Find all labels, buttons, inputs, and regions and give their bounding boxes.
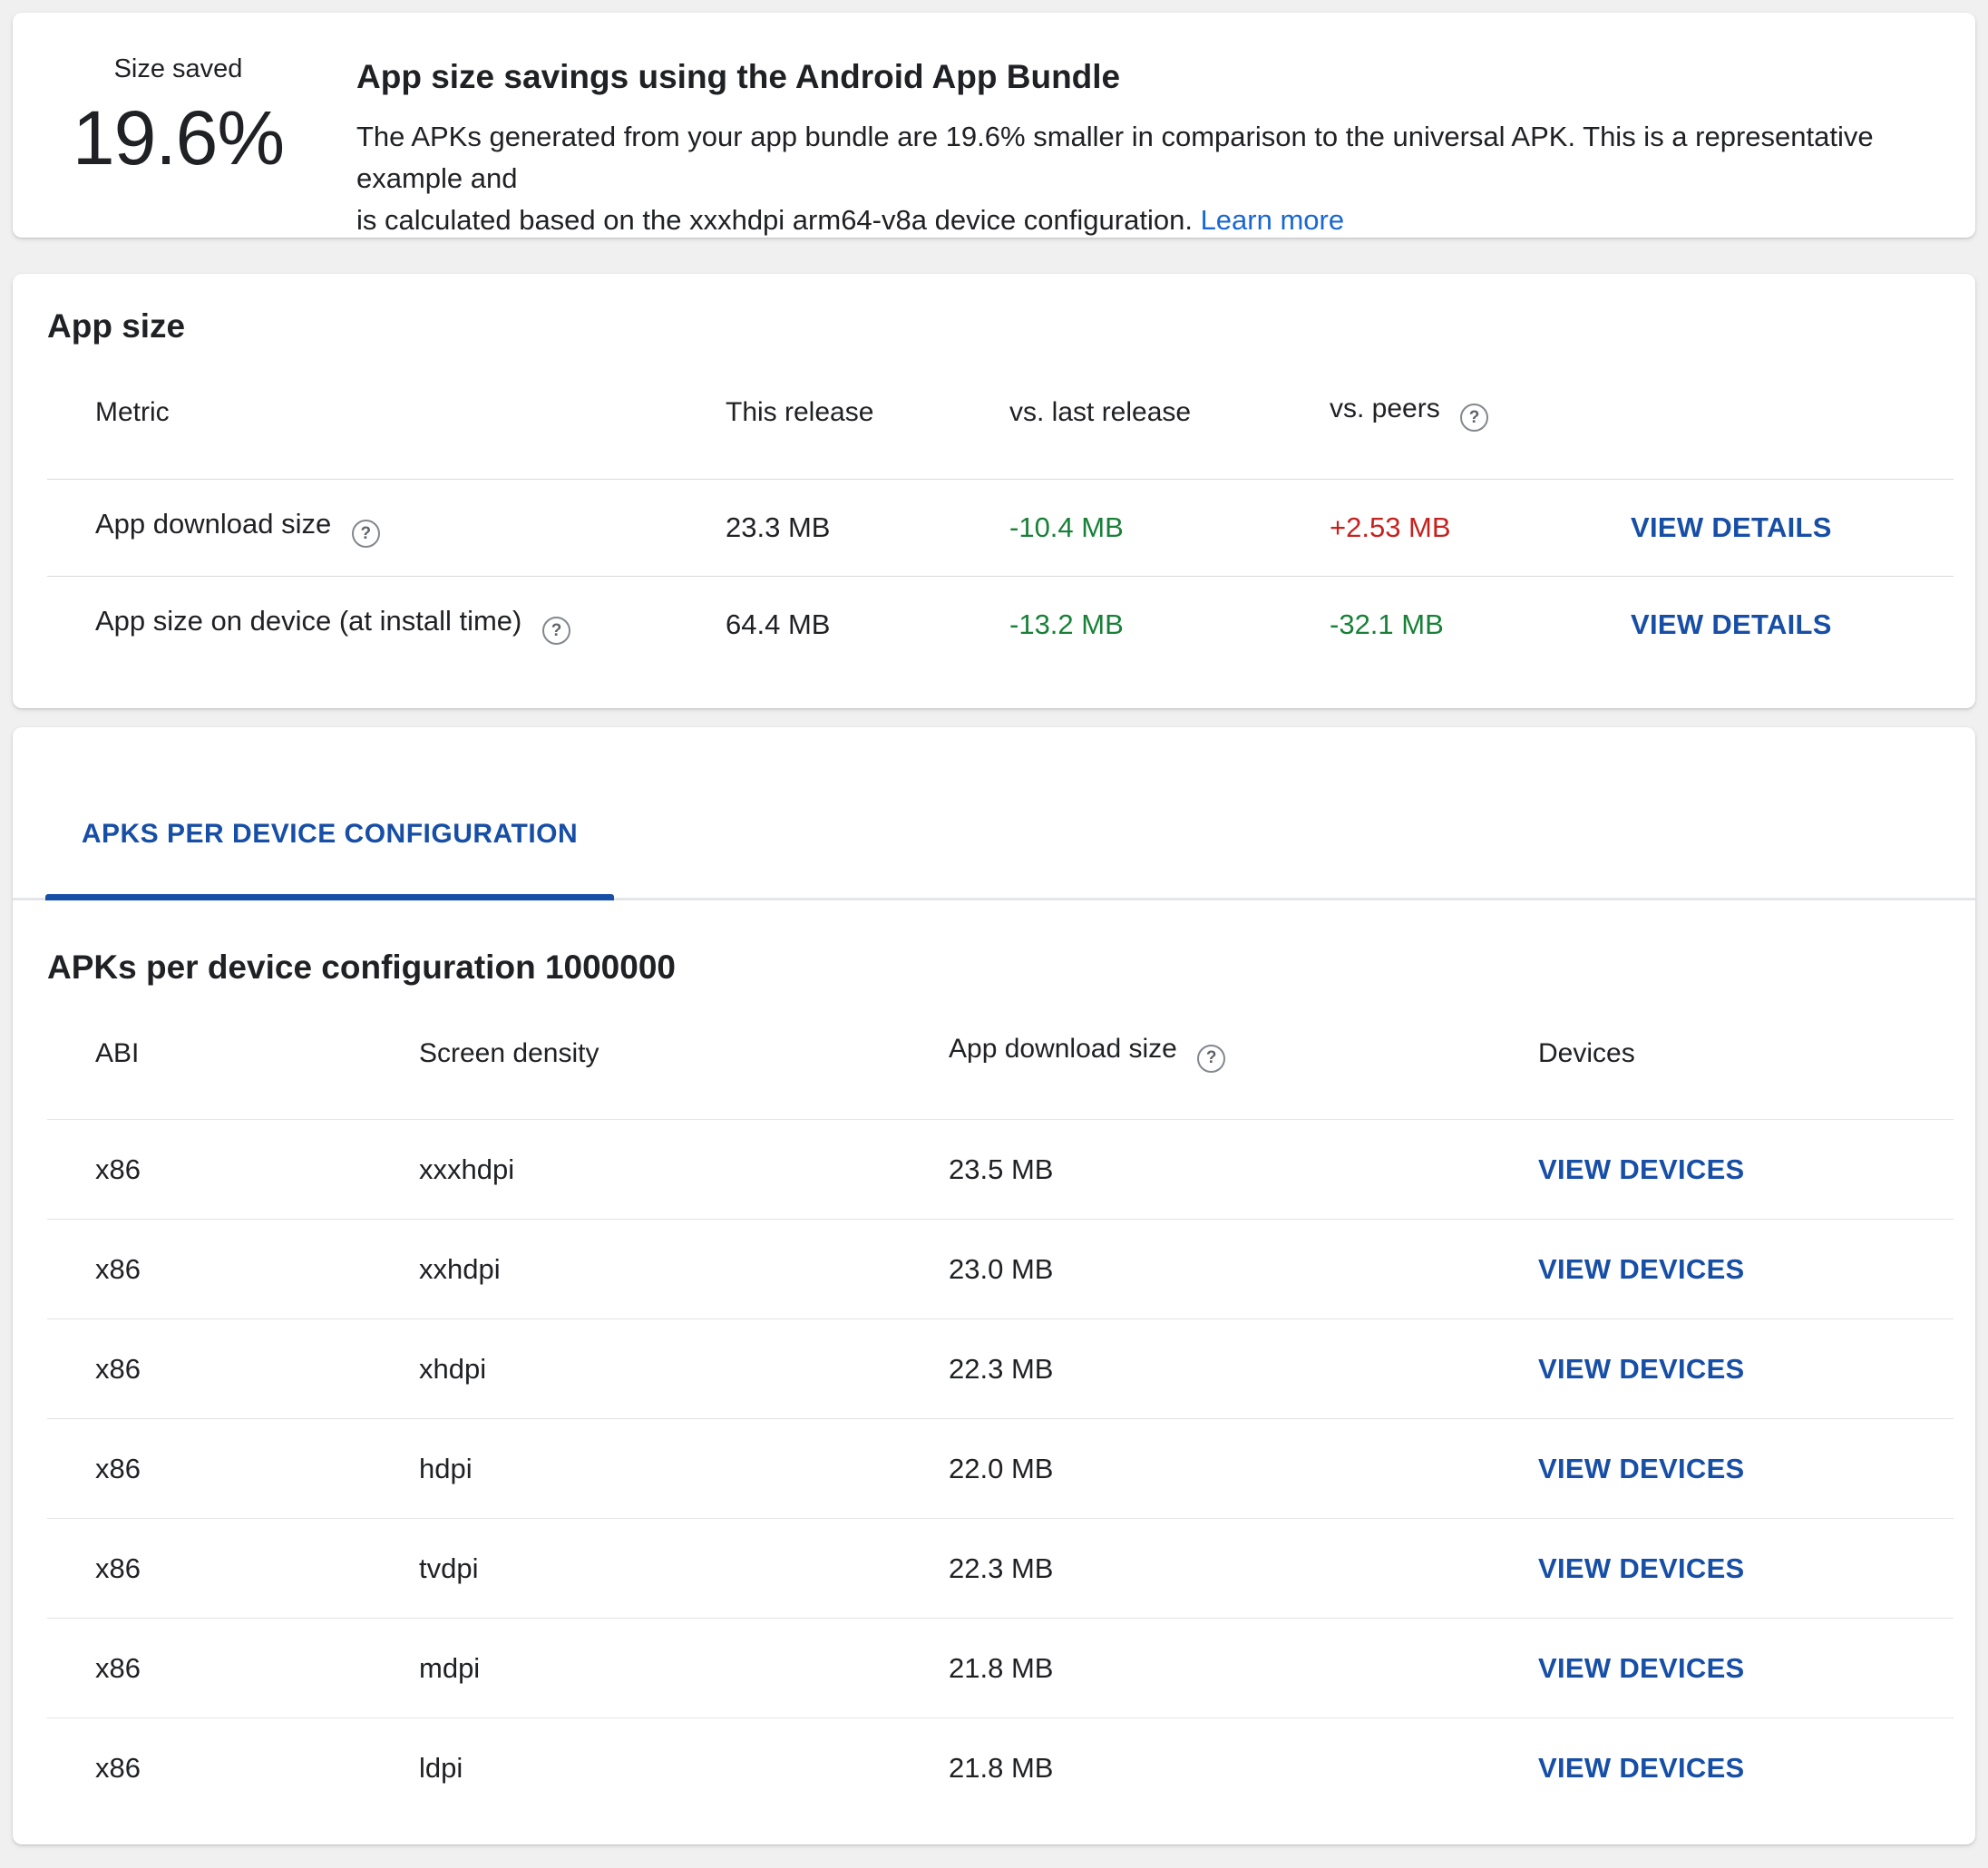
apks-card: APKS PER DEVICE CONFIGURATION APKs per d…	[13, 727, 1975, 1844]
size-cell: 22.3 MB	[949, 1352, 1054, 1385]
apks-table-header: ABI Screen density App download size ? D…	[47, 988, 1954, 1119]
savings-description-line2: is calculated based on the xxxhdpi arm64…	[356, 204, 1193, 236]
view-devices-link[interactable]: VIEW DEVICES	[1538, 1751, 1745, 1784]
help-icon[interactable]: ?	[1460, 404, 1489, 433]
density-cell: ldpi	[419, 1751, 463, 1784]
abi-cell: x86	[95, 1252, 141, 1285]
vs-peers-cell: -32.1 MB	[1330, 608, 1444, 640]
help-icon[interactable]: ?	[1197, 1044, 1226, 1073]
active-tab-indicator	[45, 894, 614, 900]
savings-detail: App size savings using the Android App B…	[344, 13, 1975, 238]
tab-apks-per-device-configuration[interactable]: APKS PER DEVICE CONFIGURATION	[81, 819, 579, 849]
learn-more-link[interactable]: Learn more	[1200, 204, 1345, 236]
col-screen-density: Screen density	[419, 1037, 599, 1068]
metric-label: App download size	[95, 507, 332, 540]
savings-label: Size saved	[113, 54, 243, 83]
view-devices-link[interactable]: VIEW DEVICES	[1538, 1153, 1745, 1185]
abi-cell: x86	[95, 1153, 141, 1185]
col-vs-last-release: vs. last release	[1009, 397, 1192, 427]
col-this-release: This release	[726, 397, 874, 427]
col-metric: Metric	[95, 397, 170, 427]
table-row: x86 tvdpi 22.3 MB VIEW DEVICES	[47, 1518, 1954, 1618]
density-cell: tvdpi	[419, 1552, 479, 1584]
abi-cell: x86	[95, 1552, 141, 1584]
col-devices: Devices	[1538, 1037, 1635, 1068]
density-cell: xxhdpi	[419, 1252, 501, 1285]
size-cell: 23.0 MB	[949, 1252, 1054, 1285]
table-row: x86 hdpi 22.0 MB VIEW DEVICES	[47, 1418, 1954, 1518]
abi-cell: x86	[95, 1651, 141, 1684]
apks-table: ABI Screen density App download size ? D…	[47, 988, 1954, 1817]
savings-card: Size saved 19.6% App size savings using …	[13, 13, 1975, 238]
col-app-download-size: App download size ?	[949, 1034, 1538, 1073]
density-cell: hdpi	[419, 1452, 473, 1484]
col-vs-peers-label: vs. peers	[1330, 393, 1440, 423]
size-cell: 23.5 MB	[949, 1153, 1054, 1185]
metric-cell: App size on device (at install time) ?	[95, 605, 726, 646]
vs-last-release-cell: -10.4 MB	[1009, 511, 1124, 543]
table-row: x86 xxxhdpi 23.5 MB VIEW DEVICES	[47, 1119, 1954, 1219]
density-cell: xxxhdpi	[419, 1153, 515, 1185]
metric-label: App size on device (at install time)	[95, 604, 522, 637]
view-devices-link[interactable]: VIEW DEVICES	[1538, 1452, 1745, 1484]
table-row: x86 mdpi 21.8 MB VIEW DEVICES	[47, 1618, 1954, 1717]
table-row: x86 xxhdpi 23.0 MB VIEW DEVICES	[47, 1219, 1954, 1318]
apks-heading: APKs per device configuration 1000000	[47, 949, 676, 986]
tab-bar: APKS PER DEVICE CONFIGURATION	[13, 727, 1975, 900]
col-vs-peers: vs. peers ?	[1330, 394, 1631, 433]
view-devices-link[interactable]: VIEW DEVICES	[1538, 1252, 1745, 1285]
table-row: x86 ldpi 21.8 MB VIEW DEVICES	[47, 1717, 1954, 1817]
col-app-download-size-label: App download size	[949, 1034, 1177, 1065]
app-size-card: App size Metric This release vs. last re…	[13, 274, 1975, 708]
savings-summary: Size saved 19.6%	[13, 13, 344, 238]
abi-cell: x86	[95, 1352, 141, 1385]
savings-description: The APKs generated from your app bundle …	[356, 116, 1925, 241]
this-release-cell: 23.3 MB	[726, 511, 831, 543]
view-details-link[interactable]: VIEW DETAILS	[1631, 511, 1832, 543]
view-devices-link[interactable]: VIEW DEVICES	[1538, 1352, 1745, 1385]
savings-description-line1: The APKs generated from your app bundle …	[356, 121, 1874, 194]
vs-last-release-cell: -13.2 MB	[1009, 608, 1124, 640]
density-cell: xhdpi	[419, 1352, 487, 1385]
view-devices-link[interactable]: VIEW DEVICES	[1538, 1552, 1745, 1584]
savings-title: App size savings using the Android App B…	[356, 58, 1121, 95]
view-details-link[interactable]: VIEW DETAILS	[1631, 608, 1832, 640]
app-size-table-header: Metric This release vs. last release vs.…	[47, 346, 1954, 479]
abi-cell: x86	[95, 1452, 141, 1484]
size-cell: 22.3 MB	[949, 1552, 1054, 1584]
table-row: App size on device (at install time) ? 6…	[47, 576, 1954, 673]
size-cell: 21.8 MB	[949, 1651, 1054, 1684]
help-icon[interactable]: ?	[542, 617, 570, 646]
app-size-table: Metric This release vs. last release vs.…	[47, 346, 1954, 673]
col-abi: ABI	[95, 1037, 140, 1068]
vs-peers-cell: +2.53 MB	[1330, 511, 1451, 543]
this-release-cell: 64.4 MB	[726, 608, 831, 640]
app-size-title: App size	[47, 307, 186, 345]
table-row: x86 xhdpi 22.3 MB VIEW DEVICES	[47, 1318, 1954, 1418]
size-cell: 22.0 MB	[949, 1452, 1054, 1484]
metric-cell: App download size ?	[95, 508, 726, 549]
help-icon[interactable]: ?	[351, 520, 380, 549]
size-cell: 21.8 MB	[949, 1751, 1054, 1784]
density-cell: mdpi	[419, 1651, 481, 1684]
abi-cell: x86	[95, 1751, 141, 1784]
savings-percent: 19.6%	[72, 95, 285, 180]
table-row: App download size ? 23.3 MB -10.4 MB +2.…	[47, 479, 1954, 576]
view-devices-link[interactable]: VIEW DEVICES	[1538, 1651, 1745, 1684]
